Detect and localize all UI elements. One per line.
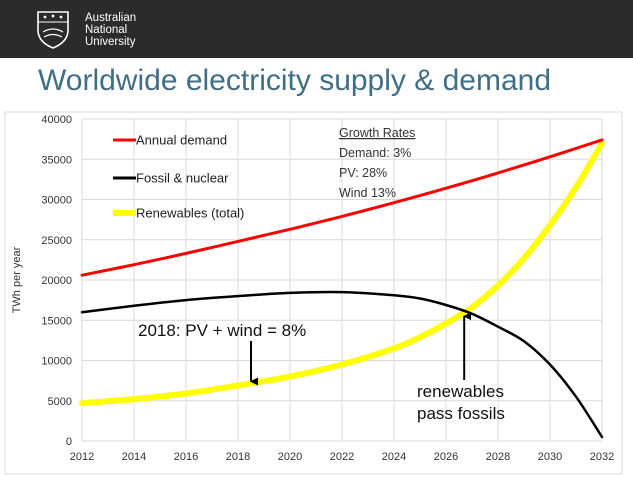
x-tick-label-9: 2030 [538, 451, 562, 463]
university-name: Australian National University [85, 12, 136, 48]
series-line-1 [80, 290, 604, 439]
header-bar: Australian National University [0, 0, 633, 58]
annotation-pass-line-2: pass fossils [417, 404, 505, 423]
y-tick-label-6: 30000 [41, 195, 72, 207]
y-tick-label-0: 0 [66, 436, 72, 448]
legend: Annual demand Fossil & nuclear Renewables … [113, 133, 244, 221]
legend-label-1: Fossil & nuclear [136, 171, 229, 186]
series-line-0 [80, 138, 604, 277]
x-tick-label-5: 2022 [330, 451, 354, 463]
x-tick-label-0: 2012 [70, 451, 94, 463]
y-tick-label-8: 40000 [41, 114, 72, 126]
growth-rates-heading: Growth Rates [339, 126, 415, 140]
x-tick-label-7: 2026 [434, 451, 458, 463]
y-tick-label-7: 35000 [41, 154, 72, 166]
annotation-2018: 2018: PV + wind = 8% [138, 321, 306, 340]
x-tick-label-1: 2014 [122, 451, 146, 463]
logo-line-3: University [85, 36, 136, 48]
x-tick-label-2: 2016 [174, 451, 198, 463]
crest-icon [37, 11, 69, 49]
y-tick-label-5: 25000 [41, 235, 72, 247]
y-tick-labels: 0 5000 10000 15000 20000 25000 30000 35000 40000 [41, 114, 72, 448]
logo-line-1: Australian [85, 12, 137, 24]
series-lines [79, 138, 605, 439]
series-line-2 [79, 140, 605, 407]
x-tick-label-4: 2020 [278, 451, 302, 463]
growth-rate-demand: Demand: 3% [339, 146, 411, 160]
grid-lines [81, 118, 603, 442]
y-tick-label-4: 20000 [41, 275, 72, 287]
annotation-pass-line-1: renewables [417, 382, 504, 401]
growth-rates-box: Growth Rates Demand: 3% PV: 28% Wind 13% [339, 126, 415, 200]
legend-label-0: Annual demand [136, 133, 227, 148]
x-tick-labels: 2012 2014 2016 2018 2020 2022 2024 2026 2028 2030… [70, 451, 614, 463]
legend-label-2: Renewables (total) [136, 206, 244, 221]
x-tick-label-8: 2028 [486, 451, 510, 463]
x-tick-label-10: 2032 [590, 451, 614, 463]
slide-title: Worldwide electricity supply & demand [38, 64, 552, 97]
y-axis-label: TWh per year [11, 246, 23, 313]
x-tick-label-3: 2018 [226, 451, 250, 463]
growth-rate-wind: Wind 13% [339, 186, 396, 200]
growth-rate-pv: PV: 28% [339, 166, 387, 180]
x-tick-label-6: 2024 [382, 451, 406, 463]
y-tick-label-1: 5000 [48, 396, 72, 408]
y-tick-label-2: 10000 [41, 356, 72, 368]
logo-line-2: National [85, 24, 128, 36]
y-tick-label-3: 15000 [41, 315, 72, 327]
